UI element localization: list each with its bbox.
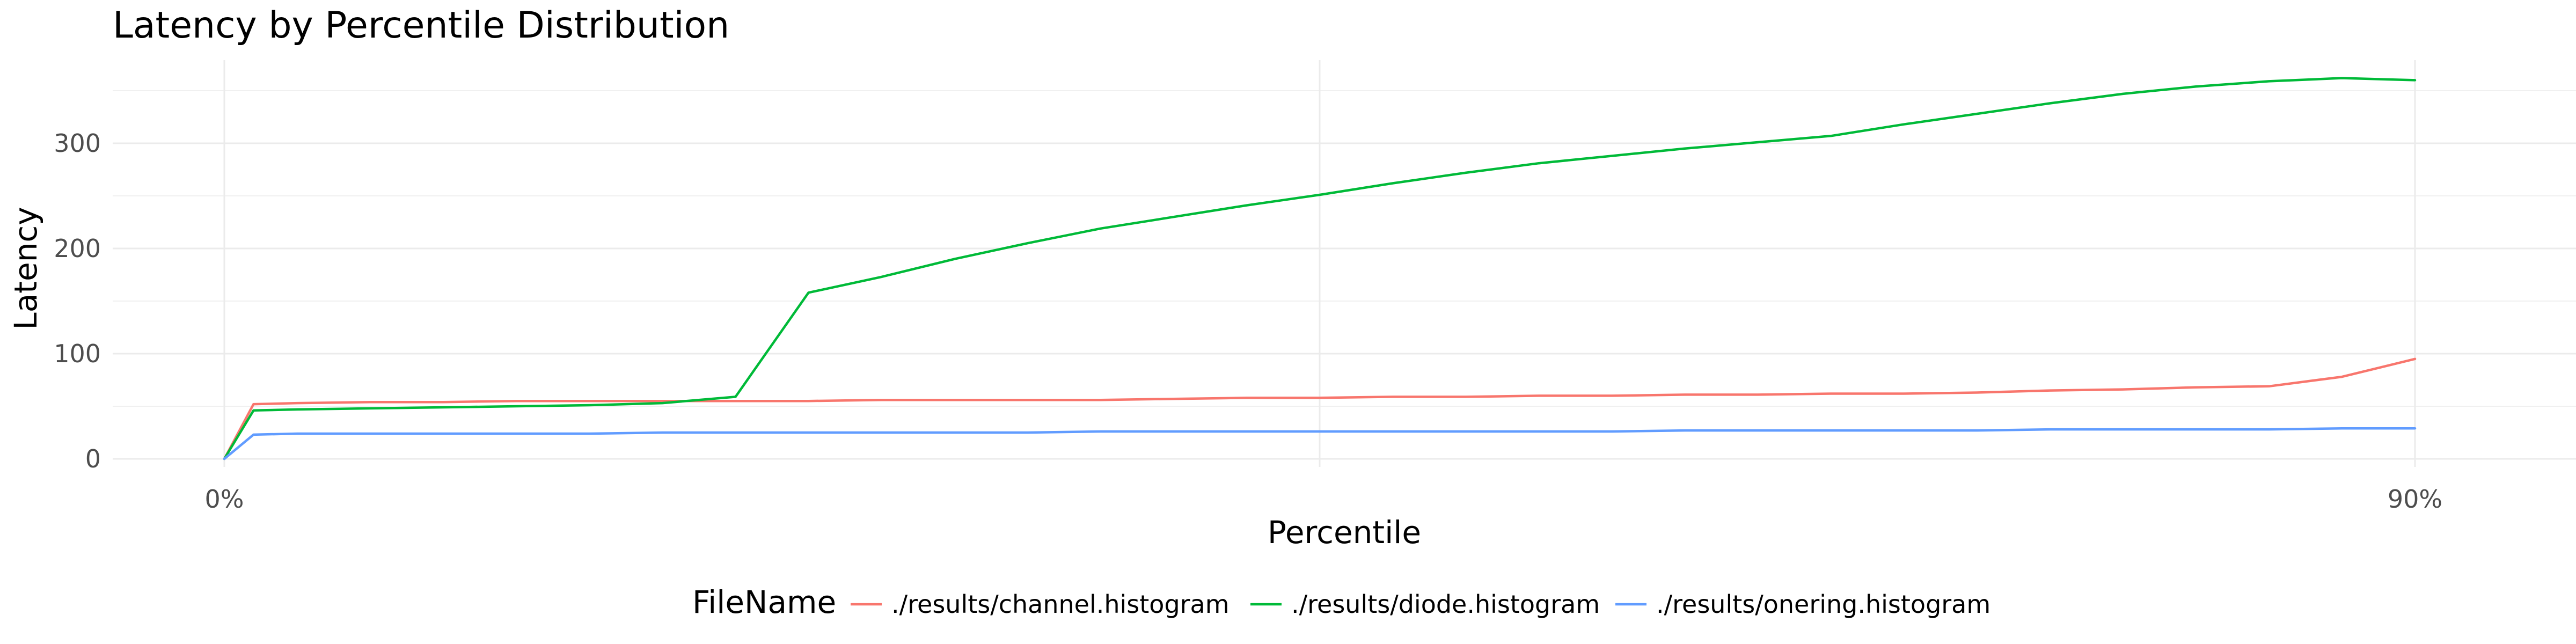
grid xyxy=(113,60,2576,467)
legend-label: ./results/diode.histogram xyxy=(1291,590,1600,619)
y-axis-ticks: 0 100 200 300 xyxy=(54,129,101,473)
series-lines xyxy=(223,77,2417,460)
chart-title: Latency by Percentile Distribution xyxy=(113,4,729,47)
y-tick-label: 0 xyxy=(85,444,101,473)
y-tick-label: 100 xyxy=(54,339,101,368)
legend-label: ./results/onering.histogram xyxy=(1656,590,1990,619)
legend: FileName ./results/channel.histogram ./re… xyxy=(692,584,1990,620)
series-line xyxy=(223,77,2417,460)
legend-title: FileName xyxy=(692,584,836,620)
x-tick-label: 0% xyxy=(205,485,244,514)
x-tick-label: 90% xyxy=(2388,485,2442,514)
x-axis-ticks: 0% 90% xyxy=(205,485,2443,514)
y-tick-label: 300 xyxy=(54,129,101,158)
y-axis-title: Latency xyxy=(8,207,44,330)
legend-label: ./results/channel.histogram xyxy=(891,590,1230,619)
y-tick-label: 200 xyxy=(54,234,101,263)
series-line xyxy=(223,357,2417,460)
x-axis-title: Percentile xyxy=(1268,514,1421,551)
series-line xyxy=(223,427,2417,460)
